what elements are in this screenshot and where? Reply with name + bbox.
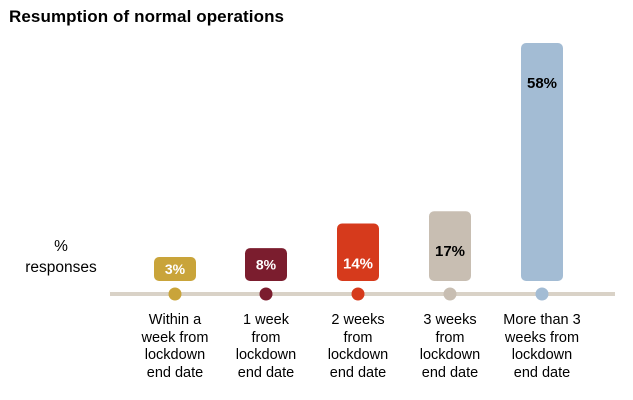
category-label-line: end date (146, 364, 204, 381)
category-label-line: lockdown (144, 347, 206, 363)
category-label-line: end date (237, 364, 295, 381)
category-label: Within a week from lockdown end date (125, 312, 225, 382)
category-label-line: 1 week (243, 312, 289, 328)
category-label: More than 3 weeks from lockdown end date (492, 312, 592, 382)
bar (245, 248, 287, 281)
category-label-line: weeks from (504, 329, 580, 346)
category-label-line: lockdown (511, 347, 573, 363)
bar (429, 211, 471, 281)
category-label-line: More than 3 (503, 312, 581, 328)
bar-value-label: 8% (256, 257, 277, 273)
category-label-line: from (435, 329, 465, 346)
category-label-line: 3 weeks (423, 312, 477, 328)
axis-marker (535, 287, 549, 301)
category-label-line: end date (513, 364, 571, 381)
category-label-line: lockdown (327, 347, 389, 363)
axis-marker (443, 287, 457, 301)
bar-value-label: 14% (343, 256, 373, 273)
bar (337, 223, 379, 281)
bar-value-label: 3% (165, 261, 186, 277)
chart-title: Resumption of normal operations (9, 7, 285, 26)
category-label-line: lockdown (235, 347, 297, 363)
y-axis-label-line: % (54, 238, 68, 255)
category-label-line: lockdown (419, 347, 481, 363)
category-label: 1 week from lockdown end date (216, 312, 316, 382)
category-label: 3 weeks from lockdown end date (400, 312, 500, 382)
bar (521, 43, 563, 281)
category-label-line: end date (421, 364, 479, 381)
category-label-line: from (251, 329, 281, 346)
axis-marker (351, 287, 365, 301)
bar (154, 257, 196, 281)
bar-value-label: 58% (527, 75, 557, 92)
category-label-line: 2 weeks (331, 312, 385, 328)
y-axis-label: % responses (14, 236, 108, 278)
axis-marker (168, 287, 182, 301)
category-label-line: from (343, 329, 373, 346)
category-label-line: week from (141, 329, 209, 346)
category-label-line: Within a (148, 312, 202, 328)
category-label-line: end date (329, 364, 387, 381)
y-axis-label-line: responses (25, 259, 97, 276)
category-label: 2 weeks from lockdown end date (308, 312, 408, 382)
bar-value-label: 17% (435, 243, 465, 260)
axis-marker (259, 287, 273, 301)
